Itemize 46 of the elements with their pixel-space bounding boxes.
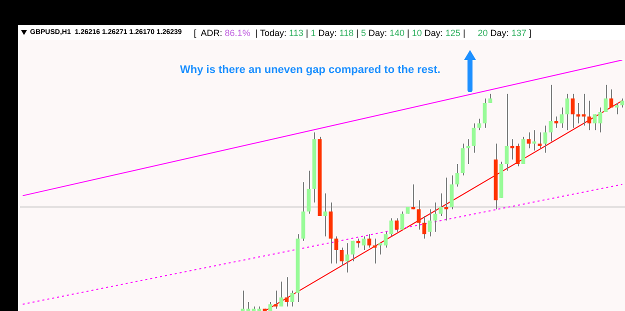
candlestick bbox=[384, 231, 388, 248]
candlestick bbox=[306, 170, 311, 214]
candlestick bbox=[614, 102, 619, 115]
candlestick bbox=[554, 116, 558, 128]
candlestick bbox=[516, 143, 520, 167]
candlestick bbox=[367, 234, 372, 248]
candlestick bbox=[482, 98, 487, 128]
candlestick bbox=[570, 93, 575, 128]
candlestick bbox=[450, 174, 454, 210]
candlestick bbox=[455, 164, 460, 188]
candlestick bbox=[274, 290, 278, 310]
candlestick bbox=[565, 93, 570, 131]
candlestick bbox=[362, 236, 366, 250]
candlestick bbox=[246, 301, 250, 311]
candlestick bbox=[284, 276, 289, 307]
candlestick bbox=[604, 84, 608, 113]
candlestick bbox=[587, 100, 592, 131]
candlestick bbox=[592, 114, 597, 131]
candlestick bbox=[609, 88, 614, 108]
candlestick bbox=[350, 240, 355, 262]
text: [ ADR: 86.1% | Today: 113 | 1 Day: 118 | 5 Day: 140 | 10 Day: 125 | 20 Day: 137 ] bbox=[194, 28, 532, 38]
candlestick bbox=[472, 122, 476, 154]
candlestick bbox=[334, 236, 338, 264]
candlestick bbox=[538, 132, 542, 149]
candlestick bbox=[477, 118, 482, 131]
candlestick bbox=[598, 106, 602, 133]
candlestick bbox=[560, 106, 564, 128]
candlestick bbox=[240, 290, 245, 311]
candlestick bbox=[394, 218, 399, 232]
candlestick bbox=[323, 192, 328, 237]
candlestick bbox=[526, 132, 531, 149]
candlestick bbox=[548, 84, 553, 142]
candlestick bbox=[345, 242, 350, 274]
candlestick bbox=[438, 192, 443, 217]
candlestick bbox=[340, 247, 344, 266]
candlestick bbox=[428, 208, 432, 237]
candlestick bbox=[389, 218, 394, 237]
candlestick bbox=[416, 200, 421, 230]
candlestick bbox=[504, 93, 509, 172]
candlestick bbox=[290, 290, 294, 307]
candlestick bbox=[378, 242, 382, 255]
candlestick bbox=[268, 301, 272, 311]
candlestick bbox=[279, 281, 284, 307]
text: Why is there an uneven gap compared to the rest. bbox=[180, 64, 440, 76]
candlestick bbox=[488, 93, 492, 104]
candlestick bbox=[620, 98, 624, 108]
